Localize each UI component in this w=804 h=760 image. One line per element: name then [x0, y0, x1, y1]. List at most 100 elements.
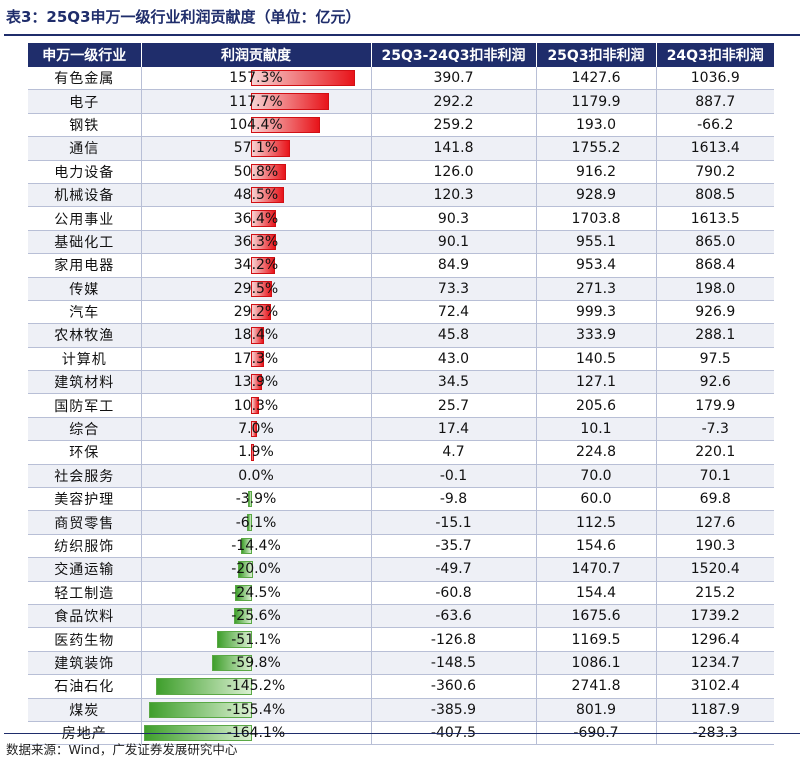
contribution-value: 0.0%	[238, 467, 274, 484]
industry-cell: 电力设备	[28, 160, 141, 184]
diff-cell: -0.1	[370, 464, 536, 489]
negative-bar	[149, 701, 253, 718]
contribution-value: -59.8%	[231, 654, 281, 671]
q25-cell: 271.3	[535, 277, 656, 301]
diff-cell: -9.8	[370, 487, 536, 512]
q25-cell: 193.0	[535, 113, 656, 138]
negative-bar	[241, 537, 253, 555]
contribution-value: 57.1%	[233, 140, 279, 157]
contribution-value: 17.3%	[233, 350, 279, 367]
diff-cell: 126.0	[370, 160, 536, 184]
q25-cell: 1755.2	[535, 136, 656, 161]
q24-cell: 865.0	[655, 230, 774, 255]
contribution-value: -164.1%	[226, 725, 286, 742]
contribution-value: 104.4%	[229, 116, 283, 133]
table-header-row: 申万一级行业 利润贡献度 25Q3-24Q3扣非利润 25Q3扣非利润 24Q3…	[28, 43, 774, 67]
contribution-value: 18.4%	[233, 327, 279, 344]
contribution-value: 10.3%	[233, 397, 279, 414]
table-row: 汽车 29.2% 72.4 999.3 926.9	[28, 300, 774, 325]
industry-cell: 计算机	[28, 347, 141, 372]
q24-cell: 97.5	[655, 347, 774, 372]
positive-bar	[250, 327, 265, 344]
positive-bar	[250, 140, 290, 157]
header-contribution: 利润贡献度	[140, 43, 371, 67]
table-row: 煤炭 -155.4% -385.9 801.9 1187.9	[28, 698, 774, 722]
table-row: 食品饮料 -25.6% -63.6 1675.6 1739.2	[28, 604, 774, 629]
q25-cell: 127.1	[535, 370, 656, 395]
diff-cell: 4.7	[370, 440, 536, 465]
industry-cell: 国防军工	[28, 393, 141, 418]
diff-cell: -360.6	[370, 674, 536, 699]
table-row: 有色金属 157.3% 390.7 1427.6 1036.9	[28, 67, 774, 91]
q25-cell: 916.2	[535, 160, 656, 184]
profit-contribution-table: 申万一级行业 利润贡献度 25Q3-24Q3扣非利润 25Q3扣非利润 24Q3…	[28, 43, 774, 746]
q25-cell: 1179.9	[535, 89, 656, 114]
positive-bar	[250, 116, 321, 134]
positive-bar	[250, 186, 285, 204]
positive-bar	[250, 397, 260, 414]
table-row: 农林牧渔 18.4% 45.8 333.9 288.1	[28, 323, 774, 348]
q25-cell: 154.4	[535, 581, 656, 605]
table-row: 商贸零售 -6.1% -15.1 112.5 127.6	[28, 510, 774, 535]
q24-cell: 1234.7	[655, 651, 774, 676]
table-row: 轻工制造 -24.5% -60.8 154.4 215.2	[28, 581, 774, 605]
q24-cell: 790.2	[655, 160, 774, 184]
table-row: 纺织服饰 -14.4% -35.7 154.6 190.3	[28, 534, 774, 559]
contribution-cell: 29.2%	[140, 300, 371, 325]
industry-cell: 有色金属	[28, 67, 141, 91]
contribution-value: 29.5%	[233, 280, 279, 297]
diff-cell: 390.7	[370, 67, 536, 91]
diff-cell: 84.9	[370, 253, 536, 278]
negative-bar	[234, 584, 253, 601]
table-row: 电力设备 50.8% 126.0 916.2 790.2	[28, 160, 774, 184]
diff-cell: 34.5	[370, 370, 536, 395]
diff-cell: -126.8	[370, 627, 536, 652]
industry-cell: 石油石化	[28, 674, 141, 699]
q24-cell: 1187.9	[655, 698, 774, 722]
industry-cell: 综合	[28, 417, 141, 442]
q24-cell: 198.0	[655, 277, 774, 301]
industry-cell: 纺织服饰	[28, 534, 141, 559]
negative-bar	[246, 514, 253, 531]
diff-cell: 292.2	[370, 89, 536, 114]
diff-cell: 73.3	[370, 277, 536, 301]
table-row: 通信 57.1% 141.8 1755.2 1613.4	[28, 136, 774, 161]
positive-bar	[250, 444, 254, 461]
negative-bar	[247, 491, 253, 508]
q24-cell: 808.5	[655, 183, 774, 208]
industry-cell: 家用电器	[28, 253, 141, 278]
diff-cell: 43.0	[370, 347, 536, 372]
q24-cell: 92.6	[655, 370, 774, 395]
contribution-cell: 13.9%	[140, 370, 371, 395]
industry-cell: 农林牧渔	[28, 323, 141, 348]
industry-cell: 电子	[28, 89, 141, 114]
q24-cell: 179.9	[655, 393, 774, 418]
contribution-value: 48.5%	[233, 187, 279, 204]
contribution-value: 36.3%	[233, 233, 279, 250]
q24-cell: 1296.4	[655, 627, 774, 652]
negative-bar	[156, 678, 253, 695]
q25-cell: 70.0	[535, 464, 656, 489]
industry-cell: 食品饮料	[28, 604, 141, 629]
negative-bar	[237, 561, 253, 578]
q25-cell: 1675.6	[535, 604, 656, 629]
q25-cell: 2741.8	[535, 674, 656, 699]
negative-bar	[211, 654, 253, 672]
contribution-value: -6.1%	[235, 514, 277, 531]
diff-cell: 45.8	[370, 323, 536, 348]
industry-cell: 煤炭	[28, 698, 141, 722]
q24-cell: 220.1	[655, 440, 774, 465]
table-row: 国防军工 10.3% 25.7 205.6 179.9	[28, 393, 774, 418]
q24-cell: -66.2	[655, 113, 774, 138]
contribution-cell: 1.9%	[140, 440, 371, 465]
q25-cell: 928.9	[535, 183, 656, 208]
diff-cell: 72.4	[370, 300, 536, 325]
diff-cell: 259.2	[370, 113, 536, 138]
diff-cell: -49.7	[370, 557, 536, 582]
contribution-value: -14.4%	[231, 538, 281, 554]
contribution-cell: -6.1%	[140, 510, 371, 535]
contribution-value: -51.1%	[231, 631, 281, 648]
diff-cell: -385.9	[370, 698, 536, 722]
contribution-cell: 36.4%	[140, 206, 371, 231]
diff-cell: 90.1	[370, 230, 536, 255]
